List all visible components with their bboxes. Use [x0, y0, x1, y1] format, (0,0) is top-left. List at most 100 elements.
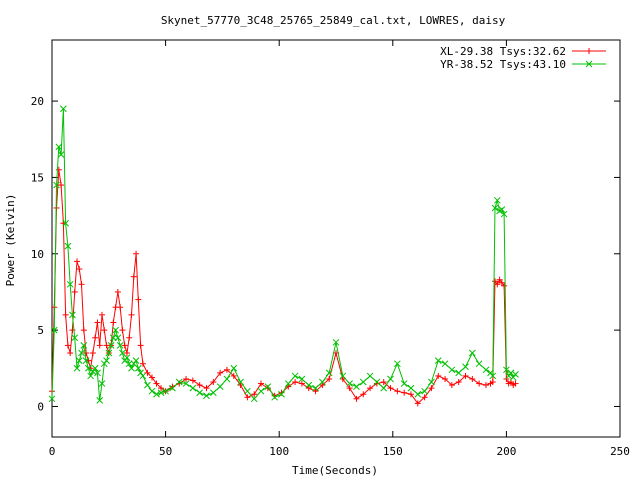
chart-title: Skynet_57770_3C48_25765_25849_cal.txt, L… [161, 14, 506, 27]
data-point [71, 334, 79, 342]
data-point [53, 181, 60, 189]
data-point [360, 391, 367, 398]
data-point [359, 378, 367, 386]
data-point [507, 369, 515, 377]
data-point [82, 357, 90, 365]
data-point [500, 210, 508, 218]
data-point [498, 206, 506, 213]
data-point [407, 384, 415, 392]
data-point [353, 395, 360, 402]
data-point [153, 380, 160, 387]
data-point [103, 357, 110, 365]
data-point [189, 384, 197, 392]
data-point [312, 384, 319, 392]
data-point [78, 349, 85, 357]
data-point [148, 374, 155, 381]
x-axis-label: Time(Seconds) [292, 464, 378, 477]
data-point [462, 363, 469, 371]
data-point [489, 372, 497, 380]
data-point [339, 372, 347, 380]
data-point [98, 380, 106, 387]
data-point [114, 334, 122, 342]
data-point [250, 395, 258, 403]
data-point [92, 334, 99, 341]
data-point [58, 182, 65, 189]
data-point [319, 378, 326, 386]
data-point [393, 360, 401, 368]
data-point [153, 390, 160, 398]
data-point [503, 375, 510, 382]
data-point [428, 385, 435, 392]
data-point [491, 204, 499, 212]
x-axis: 0 50 100 150 200 250 [49, 40, 630, 458]
data-point [509, 374, 517, 381]
data-point [326, 375, 333, 382]
data-point [123, 354, 131, 361]
data-point [434, 357, 442, 365]
data-point [312, 388, 319, 395]
data-point [346, 380, 353, 387]
y-tick-label: 5 [37, 324, 44, 337]
data-point [55, 143, 63, 151]
legend-label: YR-38.52 Tsys:43.10 [440, 58, 566, 71]
data-point [487, 369, 494, 377]
data-point [271, 393, 279, 401]
data-point [475, 360, 483, 368]
data-point [130, 273, 137, 280]
data-point [468, 349, 476, 357]
data-point [80, 327, 87, 334]
data-point [69, 327, 76, 334]
data-point [298, 380, 305, 387]
data-point [60, 105, 67, 113]
series-line [51, 169, 516, 405]
data-point [128, 364, 135, 372]
data-point [110, 319, 117, 326]
series-layer [48, 105, 519, 407]
series-xl [49, 166, 519, 407]
data-point [494, 281, 501, 288]
data-point [512, 371, 519, 378]
data-point [196, 389, 204, 397]
data-point [441, 360, 449, 368]
data-point [332, 338, 340, 346]
data-point [387, 375, 394, 383]
data-point [476, 380, 483, 387]
data-point [339, 375, 346, 382]
data-point [62, 311, 69, 318]
data-point [73, 364, 81, 372]
data-point [210, 379, 217, 386]
data-point [203, 385, 210, 392]
data-point [414, 400, 421, 407]
x-tick-label: 0 [49, 445, 56, 458]
data-point [101, 327, 108, 334]
data-point [137, 369, 144, 377]
data-point [501, 282, 508, 289]
data-point [83, 350, 90, 357]
data-point [148, 387, 156, 395]
series-line [51, 108, 516, 401]
data-point [89, 367, 97, 375]
data-point [73, 258, 80, 265]
data-point [64, 242, 72, 250]
data-point [264, 383, 272, 390]
data-point [128, 311, 135, 318]
data-point [96, 397, 104, 404]
x-tick-label: 250 [610, 445, 630, 458]
series-yr [48, 105, 519, 404]
data-point [448, 366, 456, 374]
y-tick-label: 20 [31, 95, 44, 108]
data-point [291, 372, 299, 380]
data-point [114, 288, 121, 295]
y-tick-label: 10 [31, 248, 44, 261]
data-point [169, 384, 176, 392]
y-tick-label: 15 [31, 171, 44, 184]
data-point [380, 379, 387, 386]
data-point [123, 350, 130, 357]
data-point [116, 342, 124, 349]
data-point [244, 394, 251, 401]
data-point [132, 357, 140, 365]
data-point [492, 278, 499, 285]
data-point [496, 276, 503, 283]
data-point [112, 326, 119, 334]
